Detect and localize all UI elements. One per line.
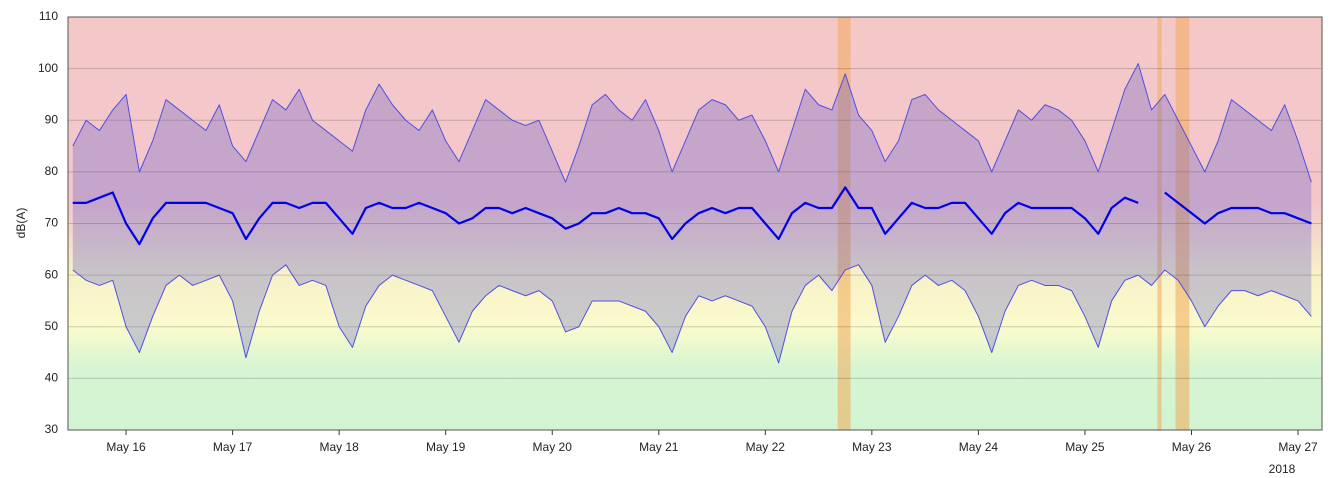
y-tick-label: 110 (39, 9, 58, 23)
x-tick-label: May 16 (106, 440, 146, 454)
series-line (1164, 191, 1312, 225)
x-tick-label: May 19 (426, 440, 466, 454)
highlight-band (837, 17, 851, 430)
x-tick-label: May 23 (852, 440, 892, 454)
x-tick-label: May 25 (1065, 440, 1105, 454)
x-tick-label: May 27 (1278, 440, 1318, 454)
highlight-band (1157, 17, 1162, 430)
plot-frame (67, 16, 1323, 431)
range-fill (72, 63, 1312, 363)
y-tick-label: 50 (45, 319, 59, 333)
series-line (72, 264, 1312, 364)
y-tick-label: 70 (45, 216, 59, 230)
x-tick-label: May 20 (533, 440, 573, 454)
y-axis-label: dB(A) (14, 208, 28, 239)
x-tick-label: May 18 (319, 440, 359, 454)
y-tick-label: 60 (45, 267, 59, 281)
y-tick-label: 30 (45, 422, 59, 436)
x-tick-label: May 22 (746, 440, 786, 454)
y-tick-label: 90 (45, 112, 59, 126)
series-line (72, 186, 1139, 246)
y-tick-label: 40 (45, 371, 59, 385)
x-tick-label: May 26 (1172, 440, 1212, 454)
series-line (72, 62, 1312, 183)
y-tick-label: 80 (45, 164, 59, 178)
year-label: 2018 (1269, 462, 1296, 476)
y-tick-label: 100 (38, 61, 58, 75)
x-tick-label: May 24 (959, 440, 999, 454)
x-tick-label: May 21 (639, 440, 679, 454)
x-tick-label: May 17 (213, 440, 253, 454)
highlight-band (1175, 17, 1190, 430)
plot-background (68, 17, 1322, 430)
